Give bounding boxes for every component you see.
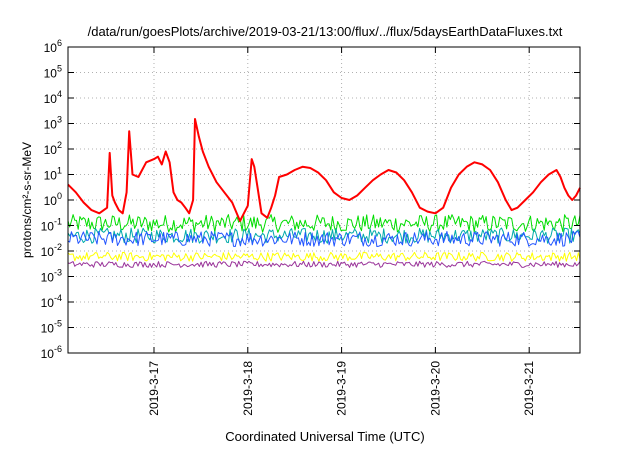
y-tick-label: 101 bbox=[44, 166, 62, 183]
y-tick-label: 104 bbox=[44, 89, 62, 106]
x-tick-label: 2019-3-21 bbox=[522, 361, 536, 416]
x-tick-label: 2019-3-20 bbox=[428, 361, 442, 416]
y-tick-label: 10-6 bbox=[41, 344, 62, 361]
y-axis-label: protons/cm²-s-sr-MeV bbox=[20, 142, 34, 258]
y-tick-label: 105 bbox=[44, 64, 62, 81]
data-series-line bbox=[67, 118, 581, 222]
data-series-line bbox=[67, 214, 581, 233]
data-series-line bbox=[67, 230, 581, 247]
x-tick-label: 2019-3-17 bbox=[147, 361, 161, 416]
data-series-line bbox=[67, 251, 581, 262]
y-tick-label: 100 bbox=[44, 191, 62, 208]
grid-lines bbox=[68, 47, 580, 353]
y-tick-label: 103 bbox=[44, 115, 62, 132]
x-axis-label: Coordinated Universal Time (UTC) bbox=[225, 429, 424, 444]
y-tick-label: 10-5 bbox=[41, 319, 62, 336]
series-group bbox=[67, 118, 581, 268]
chart-title: /data/run/goesPlots/archive/2019-03-21/1… bbox=[88, 24, 563, 39]
y-tick-label: 10-3 bbox=[41, 268, 62, 285]
y-tick-label: 102 bbox=[44, 140, 62, 157]
y-axis-ticks: 10-6 10-5 10-4 10-3 10-2 10-1 100 101 102 103 104 1… bbox=[41, 38, 580, 361]
data-series-line bbox=[67, 260, 581, 268]
y-tick-label: 106 bbox=[44, 38, 62, 55]
x-axis-ticks: 2019-3-17 2019-3-18 2019-3-19 2019-3-20 2019… bbox=[147, 47, 536, 416]
data-series-line bbox=[67, 227, 581, 244]
y-tick-label: 10-4 bbox=[41, 293, 62, 310]
x-tick-label: 2019-3-18 bbox=[241, 361, 255, 416]
y-tick-label: 10-1 bbox=[41, 217, 62, 234]
x-tick-label: 2019-3-19 bbox=[335, 361, 349, 416]
y-tick-label: 10-2 bbox=[41, 242, 62, 259]
